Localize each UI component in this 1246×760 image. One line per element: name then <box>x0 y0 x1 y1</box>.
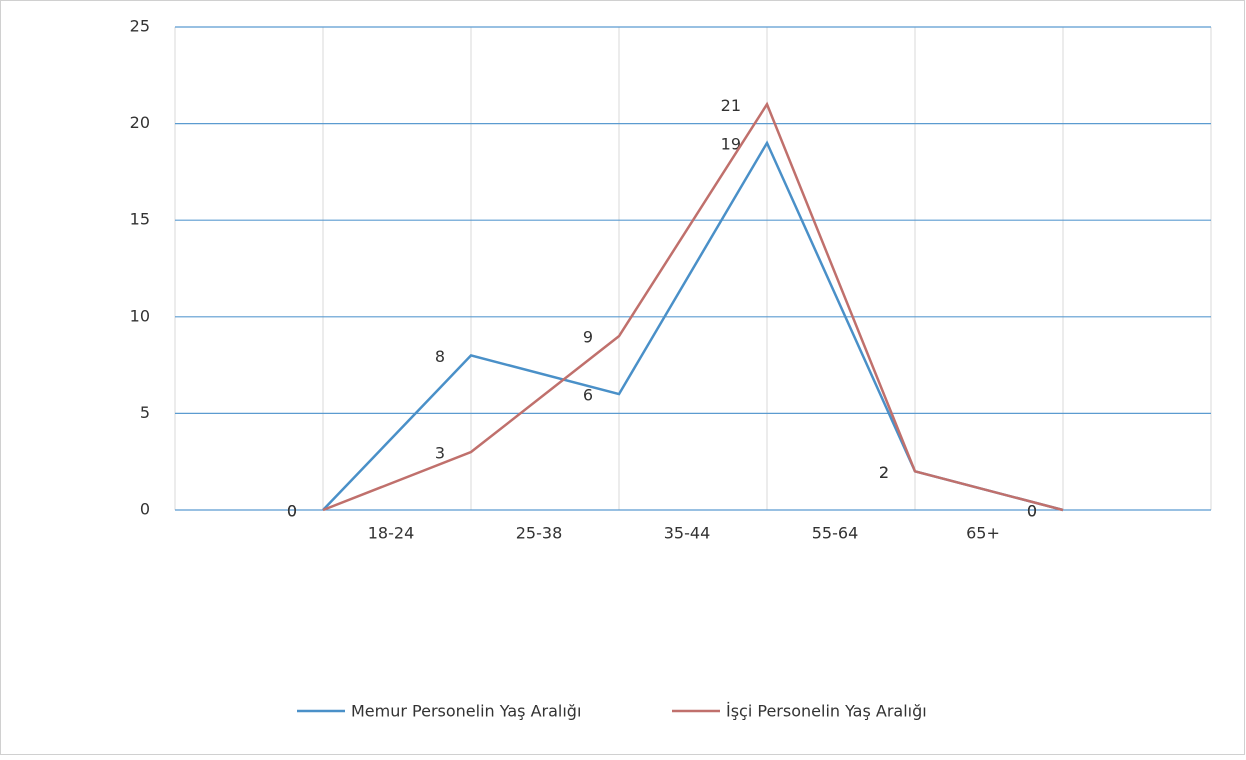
data-label: 0 <box>287 502 297 521</box>
data-label: 2 <box>879 463 889 482</box>
y-tick-label: 20 <box>130 113 150 132</box>
series-line <box>322 101 1064 512</box>
y-tick-label: 25 <box>130 17 150 36</box>
legend-label: Memur Personelin Yaş Aralığı <box>351 702 581 721</box>
data-label: 21 <box>721 96 741 115</box>
x-tick-label: 55-64 <box>812 524 859 543</box>
y-tick-label: 0 <box>140 500 150 519</box>
data-label: 2 <box>879 463 889 482</box>
x-tick-label: 35-44 <box>664 524 711 543</box>
data-label: 8 <box>435 347 445 366</box>
x-tick-label: 18-24 <box>368 524 415 543</box>
data-label: 0 <box>1027 502 1037 521</box>
x-tick-label: 65+ <box>966 524 1000 543</box>
data-label: 0 <box>1027 502 1037 521</box>
y-tick-label: 10 <box>130 306 150 325</box>
data-label: 0 <box>287 502 297 521</box>
data-label: 9 <box>583 328 593 347</box>
data-label: 3 <box>435 444 445 463</box>
y-tick-label: 5 <box>140 403 150 422</box>
y-tick-label: 15 <box>130 210 150 229</box>
legend-label: İşçi Personelin Yaş Aralığı <box>726 702 927 721</box>
data-label: 6 <box>583 386 593 405</box>
x-tick-label: 25-38 <box>516 524 563 543</box>
data-label: 19 <box>721 134 741 153</box>
